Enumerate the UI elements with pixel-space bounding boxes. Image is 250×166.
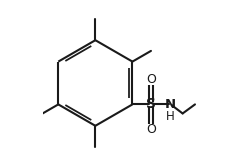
Text: O: O	[146, 73, 156, 86]
Text: N: N	[165, 98, 176, 111]
Text: S: S	[146, 97, 156, 111]
Text: O: O	[146, 123, 156, 136]
Text: H: H	[166, 110, 175, 123]
